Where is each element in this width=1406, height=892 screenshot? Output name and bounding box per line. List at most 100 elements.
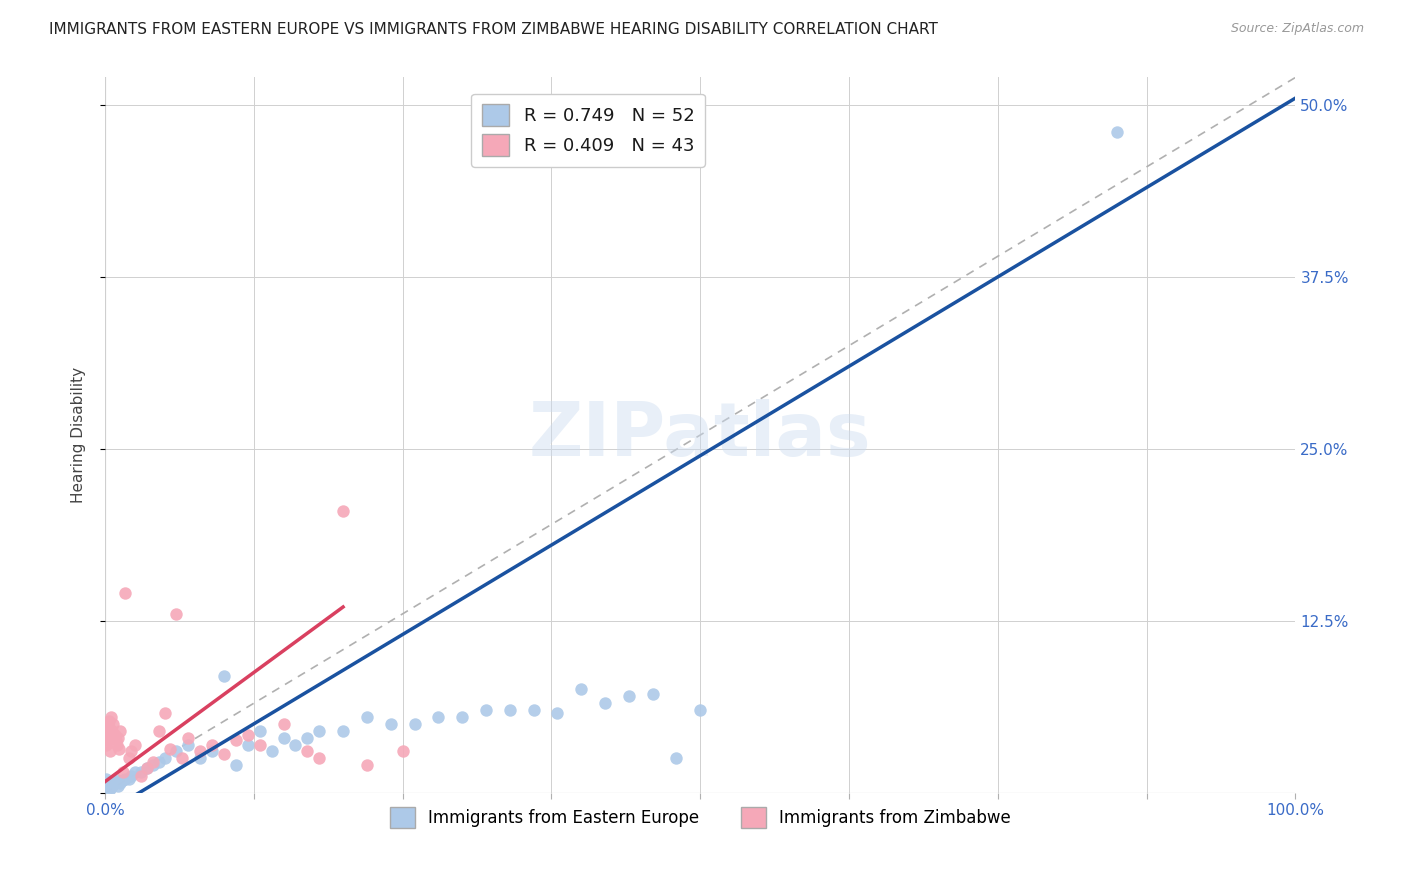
Point [188, 751, 211, 765]
Point [332, 723, 354, 738]
Point [297, 744, 319, 758]
Point [236, 728, 259, 742]
Point [153, 751, 176, 765]
Point [475, 703, 498, 717]
Point [249, 723, 271, 738]
Point [96, 772, 118, 786]
Point [356, 758, 378, 772]
Point [172, 751, 194, 765]
Point [593, 696, 616, 710]
Point [103, 776, 125, 790]
Point [124, 764, 146, 779]
Point [165, 607, 187, 621]
Point [297, 731, 319, 745]
Point [308, 723, 330, 738]
Point [212, 747, 235, 761]
Point [188, 744, 211, 758]
Point [129, 769, 152, 783]
Point [142, 758, 165, 772]
Point [273, 731, 295, 745]
Point [404, 717, 426, 731]
Point [94, 738, 117, 752]
Text: IMMIGRANTS FROM EASTERN EUROPE VS IMMIGRANTS FROM ZIMBABWE HEARING DISABILITY CO: IMMIGRANTS FROM EASTERN EUROPE VS IMMIGR… [49, 22, 938, 37]
Point [159, 741, 181, 756]
Point [212, 669, 235, 683]
Point [101, 779, 124, 793]
Point [332, 504, 354, 518]
Text: Source: ZipAtlas.com: Source: ZipAtlas.com [1230, 22, 1364, 36]
Point [103, 728, 125, 742]
Point [96, 733, 118, 747]
Point [103, 777, 125, 791]
Point [260, 744, 283, 758]
Point [284, 738, 307, 752]
Point [107, 779, 129, 793]
Point [96, 723, 118, 738]
Point [105, 773, 128, 788]
Point [148, 723, 170, 738]
Point [142, 756, 165, 770]
Point [114, 586, 136, 600]
Point [427, 710, 450, 724]
Point [135, 761, 157, 775]
Point [380, 717, 402, 731]
Y-axis label: Hearing Disability: Hearing Disability [72, 367, 86, 503]
Point [107, 731, 129, 745]
Point [96, 731, 118, 745]
Point [120, 744, 142, 758]
Point [249, 738, 271, 752]
Point [110, 723, 132, 738]
Point [108, 741, 131, 756]
Point [665, 751, 688, 765]
Point [225, 733, 247, 747]
Point [617, 690, 640, 704]
Point [97, 717, 120, 731]
Point [104, 733, 127, 747]
Point [100, 710, 122, 724]
Point [97, 720, 120, 734]
Text: ZIPatlas: ZIPatlas [529, 399, 872, 472]
Point [225, 758, 247, 772]
Point [111, 764, 134, 779]
Point [641, 687, 664, 701]
Point [177, 738, 200, 752]
Point [118, 751, 141, 765]
Point [148, 756, 170, 770]
Point [308, 751, 330, 765]
Point [153, 706, 176, 720]
Point [135, 761, 157, 775]
Point [689, 703, 711, 717]
Point [356, 710, 378, 724]
Point [98, 781, 121, 796]
Point [98, 714, 121, 728]
Point [120, 769, 142, 783]
Point [499, 703, 522, 717]
Point [546, 706, 568, 720]
Point [118, 772, 141, 786]
Point [236, 738, 259, 752]
Point [201, 744, 224, 758]
Point [100, 780, 122, 794]
Point [201, 738, 224, 752]
Point [522, 703, 544, 717]
Point [177, 731, 200, 745]
Point [129, 764, 152, 779]
Point [96, 779, 118, 793]
Point [98, 744, 121, 758]
Legend: Immigrants from Eastern Europe, Immigrants from Zimbabwe: Immigrants from Eastern Europe, Immigran… [382, 801, 1018, 834]
Point [97, 774, 120, 789]
Point [105, 738, 128, 752]
Point [391, 744, 413, 758]
Point [165, 744, 187, 758]
Point [101, 723, 124, 738]
Point [273, 717, 295, 731]
Point [111, 773, 134, 788]
Point [124, 738, 146, 752]
Point [110, 776, 132, 790]
Point [451, 710, 474, 724]
Point [104, 774, 127, 789]
Point [114, 772, 136, 786]
Point [569, 682, 592, 697]
Point [103, 717, 125, 731]
Point [1105, 125, 1128, 139]
